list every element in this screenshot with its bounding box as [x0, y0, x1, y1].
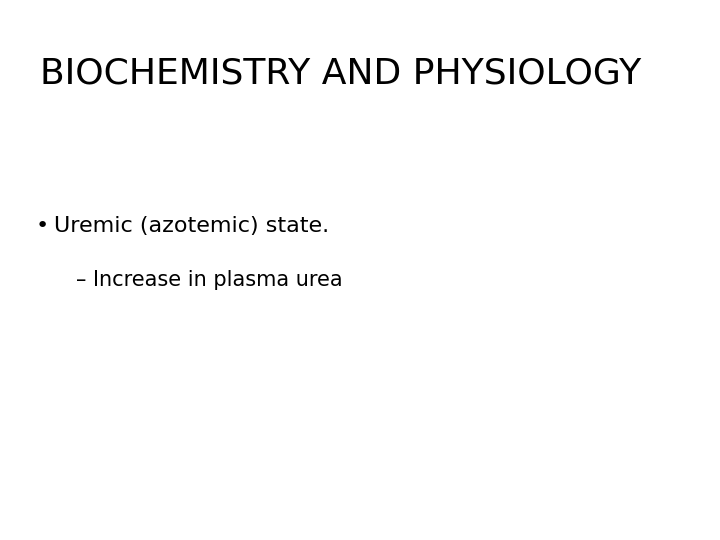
- Text: BIOCHEMISTRY AND PHYSIOLOGY: BIOCHEMISTRY AND PHYSIOLOGY: [40, 57, 641, 91]
- Text: Uremic (azotemic) state.: Uremic (azotemic) state.: [54, 216, 329, 236]
- Text: •: •: [36, 216, 49, 236]
- Text: – Increase in plasma urea: – Increase in plasma urea: [76, 270, 342, 290]
